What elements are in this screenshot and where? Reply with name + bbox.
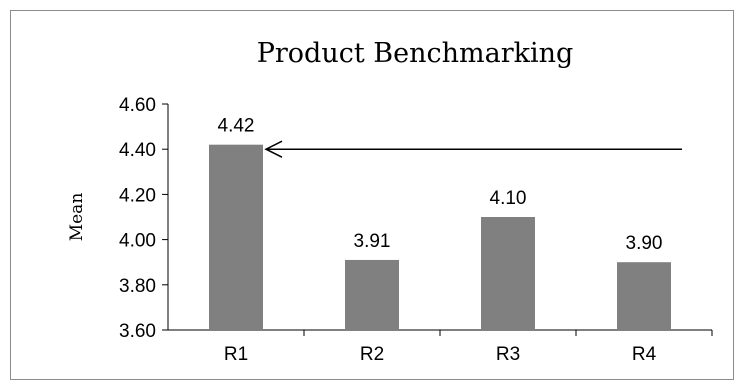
bar-r3 — [481, 217, 535, 330]
data-label: 3.91 — [354, 231, 391, 252]
data-labels: 4.42 3.91 4.10 3.90 — [218, 116, 663, 255]
x-tick-label: R4 — [632, 344, 657, 365]
y-tick-label: 4.40 — [119, 140, 156, 161]
y-tick-label: 4.60 — [119, 95, 156, 116]
annotation — [264, 140, 682, 158]
x-axis-ticks: R1 R2 R3 R4 — [224, 330, 713, 365]
chart-title: Product Benchmarking — [257, 38, 574, 69]
bar-r2 — [345, 259, 399, 330]
data-label: 4.42 — [218, 116, 255, 137]
y-tick-label: 4.20 — [119, 185, 156, 206]
y-tick-label: 3.80 — [119, 276, 156, 297]
y-tick-label: 3.60 — [119, 321, 156, 342]
bars — [209, 144, 671, 330]
y-tick-label: 4.00 — [119, 231, 156, 252]
y-axis-label: Mean — [67, 193, 87, 242]
bar-r4 — [617, 262, 671, 330]
y-axis-ticks: 3.60 3.80 4.00 4.20 4.40 4.60 — [119, 95, 168, 342]
data-label: 4.10 — [490, 188, 527, 209]
x-tick-label: R2 — [360, 344, 384, 365]
bar-r1 — [209, 144, 263, 330]
annotation-arrow-head — [264, 140, 283, 158]
x-tick-label: R3 — [496, 344, 520, 365]
x-tick-label: R1 — [224, 344, 248, 365]
data-label: 3.90 — [626, 233, 663, 254]
